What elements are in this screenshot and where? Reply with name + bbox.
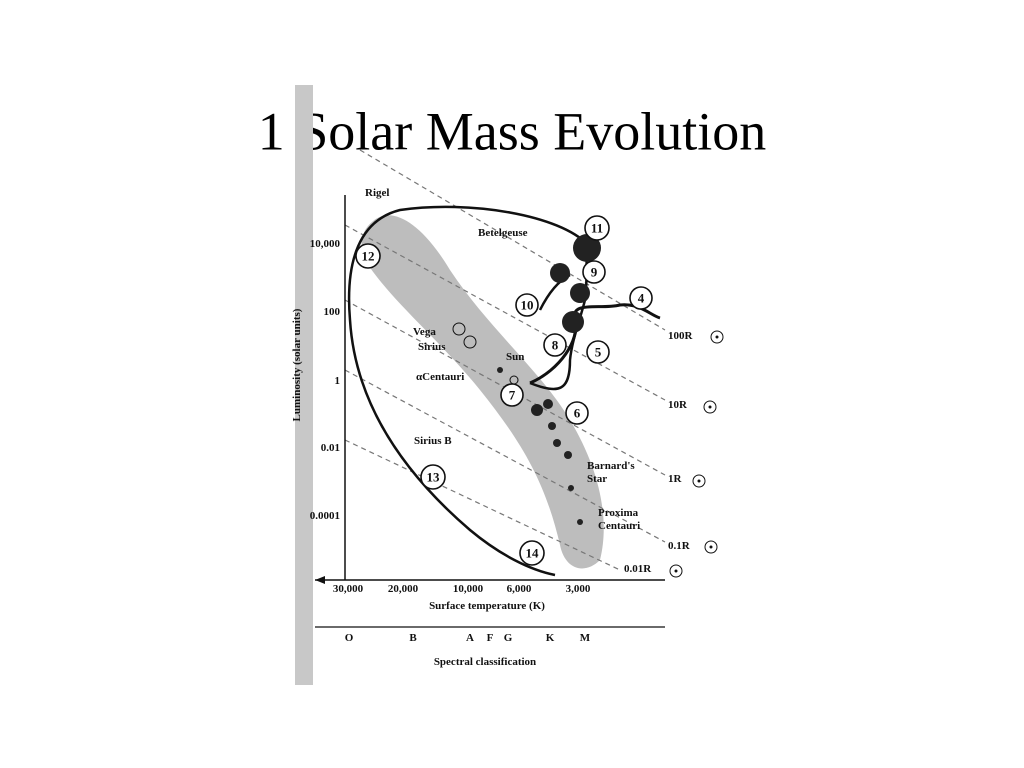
y-tick-label: 0.0001 [310,510,340,522]
main-sequence-band [361,215,604,569]
x-tick-label: 20,000 [388,583,419,595]
x-tick-label: 6,000 [507,583,532,595]
star-dot [577,519,583,525]
star-label: Betelgeuse [478,227,528,239]
star-dot [543,399,553,409]
star-dot [568,485,574,491]
spectral-class: F [487,632,494,644]
star-dot [550,263,570,283]
star-label: Barnard's [587,460,635,472]
star-dot [548,422,556,430]
stage-label: 10 [521,298,534,313]
spectral-class: G [504,632,513,644]
y-axis-label: Luminosity (solar units) [291,308,303,421]
star-dot [562,311,584,333]
x-tick-label: 30,000 [333,583,364,595]
star-dot [531,404,543,416]
star-dot [573,234,601,262]
y-tick-label: 10,000 [310,238,341,250]
star-dot [564,451,572,459]
hr-diagram [295,85,666,685]
star-label: Star [587,473,607,485]
y-tick-label: 1 [335,375,341,387]
spectral-class: O [345,632,354,644]
star-dot [570,283,590,303]
radius-label: 100R [668,330,694,342]
stage-label: 7 [509,388,516,403]
star-label: Sun [506,351,524,363]
star-ring [463,335,477,349]
star-dot [497,367,503,373]
stage-label: 12 [362,249,375,264]
radius-line [344,369,666,543]
star-dot [553,439,561,447]
spectral-label: Spectral classification [434,656,536,668]
stage-label: 11 [591,221,603,236]
x-axis-label: Surface temperature (K) [429,600,545,612]
y-tick-label: 0.01 [321,442,340,454]
scan-edge [295,85,313,685]
star-label: Rigel [365,187,389,199]
y-tick-label: 100 [324,306,341,318]
x-tick-label: 3,000 [566,583,591,595]
stage-label: 13 [427,470,441,485]
star-label: Proxima [598,507,639,519]
sun-symbols [669,330,724,578]
stage-label: 9 [591,265,598,280]
radius-label: 0.01R [624,563,652,575]
radius-line [344,439,621,571]
spectral-class: K [546,632,555,644]
sun-symbol-dots [674,335,719,573]
star-ring [452,322,466,336]
radius-label: 1R [668,473,683,485]
stage-label: 6 [574,406,581,421]
x-tick-label: 10,000 [453,583,484,595]
slide-title: 1 Solar Mass Evolution [258,101,767,161]
stage-label: 5 [595,345,602,360]
star-label: Centauri [598,520,640,532]
evolution-track [347,205,590,577]
spectral-class: M [580,632,591,644]
stage-label: 4 [638,291,645,306]
radius-label: 10R [668,399,688,411]
star-label: αCentauri [416,371,464,383]
axis-arrow [315,576,325,584]
stage-label: 8 [552,338,559,353]
spectral-class: B [409,632,417,644]
radius-label: 0.1R [668,540,691,552]
star-label: Sirius [418,341,446,353]
spectral-class: A [466,632,474,644]
star-label: Vega [413,326,436,338]
stage-label: 14 [526,546,540,561]
stage-markers: 4 5 6 7 8 9 10 11 12 13 14 [355,215,653,566]
radius-line [344,224,666,401]
star-label: Sirius B [414,435,452,447]
